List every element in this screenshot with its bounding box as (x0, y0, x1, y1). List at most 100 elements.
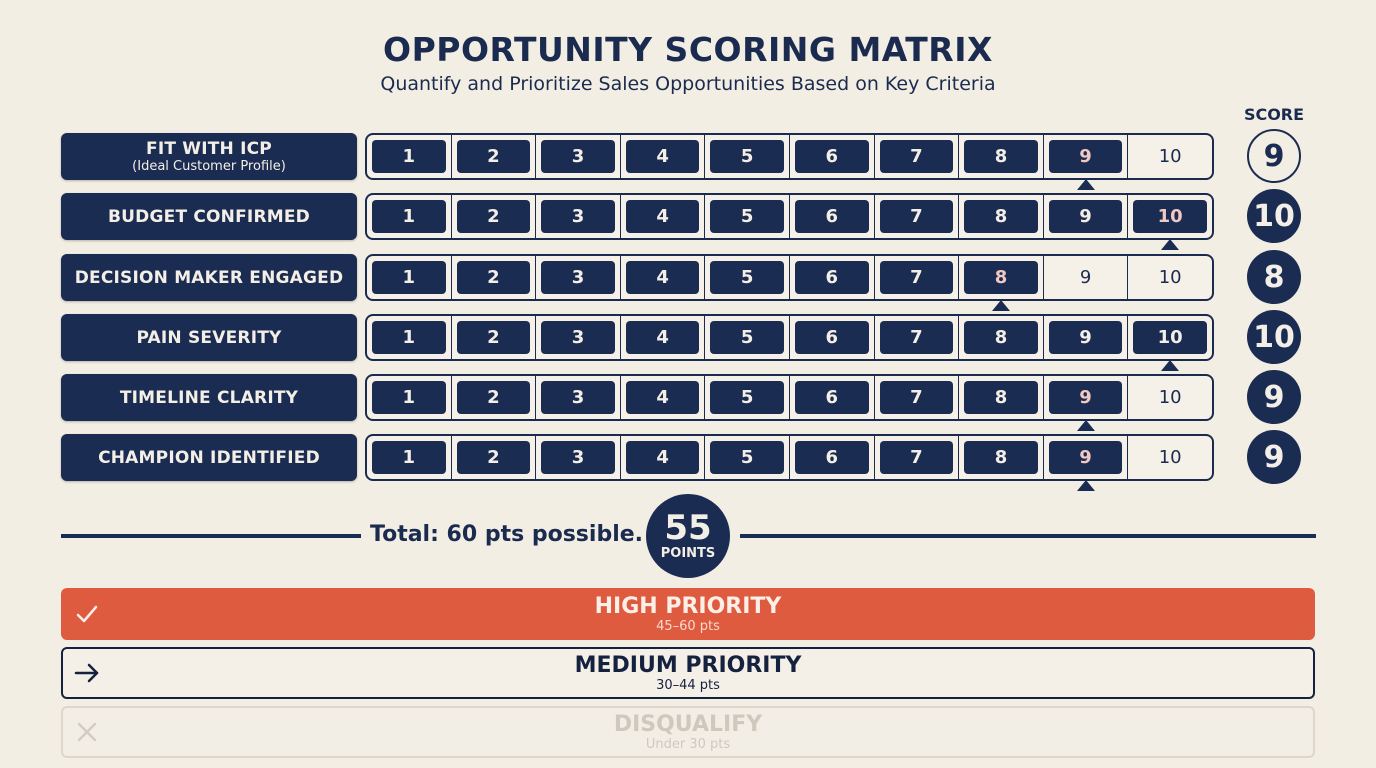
scale-cell-2[interactable]: 2 (452, 436, 537, 479)
scale-cell-2[interactable]: 2 (452, 316, 537, 359)
criteria-sublabel-text: (Ideal Customer Profile) (132, 159, 286, 174)
scale-cell-1[interactable]: 1 (367, 256, 452, 299)
score-scale-track: 1 2 3 4 5 6 7 8 9 10 (365, 374, 1214, 431)
scale-value: 1 (372, 140, 446, 173)
scale-cell-5[interactable]: 5 (705, 436, 790, 479)
scale-cell-8[interactable]: 8 (959, 376, 1044, 419)
scale-cell-3[interactable]: 3 (536, 436, 621, 479)
scale-cell-3[interactable]: 3 (536, 376, 621, 419)
scale-cell-7[interactable]: 7 (875, 316, 960, 359)
scale-cell-6[interactable]: 6 (790, 195, 875, 238)
criteria-row: DECISION MAKER ENGAGED 1 2 3 4 5 6 7 8 9 10 8 (0, 250, 1376, 311)
scale-cell-8[interactable]: 8 (959, 195, 1044, 238)
scale-cell-1[interactable]: 1 (367, 436, 452, 479)
scale-cell-1[interactable]: 1 (367, 316, 452, 359)
criteria-label-text: DECISION MAKER ENGAGED (74, 267, 344, 288)
scale-cell-9[interactable]: 9 (1044, 135, 1129, 190)
triangle-marker-icon (1076, 420, 1095, 431)
score-scale-track: 1 2 3 4 5 6 7 8 9 10 (365, 314, 1214, 371)
divider-line-left (61, 534, 361, 538)
scale-cell-7[interactable]: 7 (875, 376, 960, 419)
scale-cell-4[interactable]: 4 (621, 436, 706, 479)
scale-value: 1 (372, 200, 446, 233)
scale-cell-5[interactable]: 5 (705, 256, 790, 299)
scale-cell-6[interactable]: 6 (790, 135, 875, 178)
scale-cell-10[interactable]: 10 (1128, 135, 1212, 178)
score-badge: 10 (1247, 310, 1301, 364)
scale-cell-4[interactable]: 4 (621, 316, 706, 359)
scale-value: 6 (794, 140, 869, 173)
scale-cell-2[interactable]: 2 (452, 135, 537, 178)
priority-high-bar[interactable]: HIGH PRIORITY 45–60 pts (61, 588, 1315, 640)
scale-cell-7[interactable]: 7 (875, 436, 960, 479)
scale-cell-8[interactable]: 8 (959, 316, 1044, 359)
scale-value: 2 (456, 381, 531, 414)
criteria-label: TIMELINE CLARITY (61, 374, 357, 421)
scale-value: 10 (1158, 146, 1182, 167)
scale-cell-9[interactable]: 9 (1044, 376, 1129, 431)
scale-value-selected: 9 (1048, 381, 1123, 414)
scale-cell-7[interactable]: 7 (875, 195, 960, 238)
scale-cell-6[interactable]: 6 (790, 436, 875, 479)
total-points-value: 55 (664, 508, 712, 548)
scale-value: 4 (625, 441, 700, 474)
scale-value: 3 (541, 261, 615, 294)
scale-cell-3[interactable]: 3 (536, 135, 621, 178)
scale-cell-1[interactable]: 1 (367, 376, 452, 419)
scale-value: 5 (710, 321, 784, 354)
scale-cell-9[interactable]: 9 (1044, 256, 1129, 299)
scale-value: 6 (794, 321, 869, 354)
scale-cell-9[interactable]: 9 (1044, 195, 1129, 238)
scale-cell-8[interactable]: 8 (959, 256, 1044, 311)
scale-value: 1 (372, 441, 446, 474)
scale-cell-4[interactable]: 4 (621, 195, 706, 238)
scale-cell-5[interactable]: 5 (705, 316, 790, 359)
scale-cell-3[interactable]: 3 (536, 316, 621, 359)
scale-cell-6[interactable]: 6 (790, 256, 875, 299)
triangle-marker-icon (1076, 480, 1095, 491)
scale-cell-5[interactable]: 5 (705, 195, 790, 238)
score-scale-track: 1 2 3 4 5 6 7 8 9 10 (365, 133, 1214, 190)
scale-cell-2[interactable]: 2 (452, 256, 537, 299)
scale-value: 2 (456, 200, 531, 233)
scale-cell-9[interactable]: 9 (1044, 436, 1129, 491)
scale-cell-1[interactable]: 1 (367, 135, 452, 178)
scale-value: 6 (794, 381, 869, 414)
scale-cell-4[interactable]: 4 (621, 135, 706, 178)
scale-cell-10[interactable]: 10 (1128, 195, 1212, 250)
scale-cell-3[interactable]: 3 (536, 195, 621, 238)
scale-cell-7[interactable]: 7 (875, 135, 960, 178)
priority-disqualify-bar[interactable]: DISQUALIFY Under 30 pts (61, 706, 1315, 758)
scale-value: 2 (456, 441, 531, 474)
scale-cell-9[interactable]: 9 (1044, 316, 1129, 359)
scale-cell-5[interactable]: 5 (705, 135, 790, 178)
scale-cell-3[interactable]: 3 (536, 256, 621, 299)
scale-cell-2[interactable]: 2 (452, 195, 537, 238)
scale-cell-6[interactable]: 6 (790, 376, 875, 419)
scale-value: 5 (710, 441, 784, 474)
priority-medium-bar[interactable]: MEDIUM PRIORITY 30–44 pts (61, 647, 1315, 699)
scale-cell-10[interactable]: 10 (1128, 256, 1212, 299)
scale-value: 1 (372, 261, 446, 294)
scale-value: 4 (625, 321, 700, 354)
scale-cell-4[interactable]: 4 (621, 256, 706, 299)
scale-cell-2[interactable]: 2 (452, 376, 537, 419)
scale-cell-8[interactable]: 8 (959, 436, 1044, 479)
scale-cell-8[interactable]: 8 (959, 135, 1044, 178)
criteria-row: CHAMPION IDENTIFIED 1 2 3 4 5 6 7 8 9 10 9 (0, 430, 1376, 491)
score-scale-track: 1 2 3 4 5 6 7 8 9 10 (365, 434, 1214, 491)
scale-cell-7[interactable]: 7 (875, 256, 960, 299)
scale-value: 8 (964, 321, 1038, 354)
scale-cell-10[interactable]: 10 (1128, 316, 1212, 371)
criteria-label: PAIN SEVERITY (61, 314, 357, 361)
scale-cell-5[interactable]: 5 (705, 376, 790, 419)
scale-cell-10[interactable]: 10 (1128, 436, 1212, 479)
scale-value-selected: 8 (964, 261, 1038, 294)
scale-cell-4[interactable]: 4 (621, 376, 706, 419)
scale-value: 4 (625, 261, 700, 294)
scale-cell-6[interactable]: 6 (790, 316, 875, 359)
criteria-label: FIT WITH ICP (Ideal Customer Profile) (61, 133, 357, 180)
scale-cell-10[interactable]: 10 (1128, 376, 1212, 419)
scale-cell-1[interactable]: 1 (367, 195, 452, 238)
scale-value: 4 (625, 200, 700, 233)
